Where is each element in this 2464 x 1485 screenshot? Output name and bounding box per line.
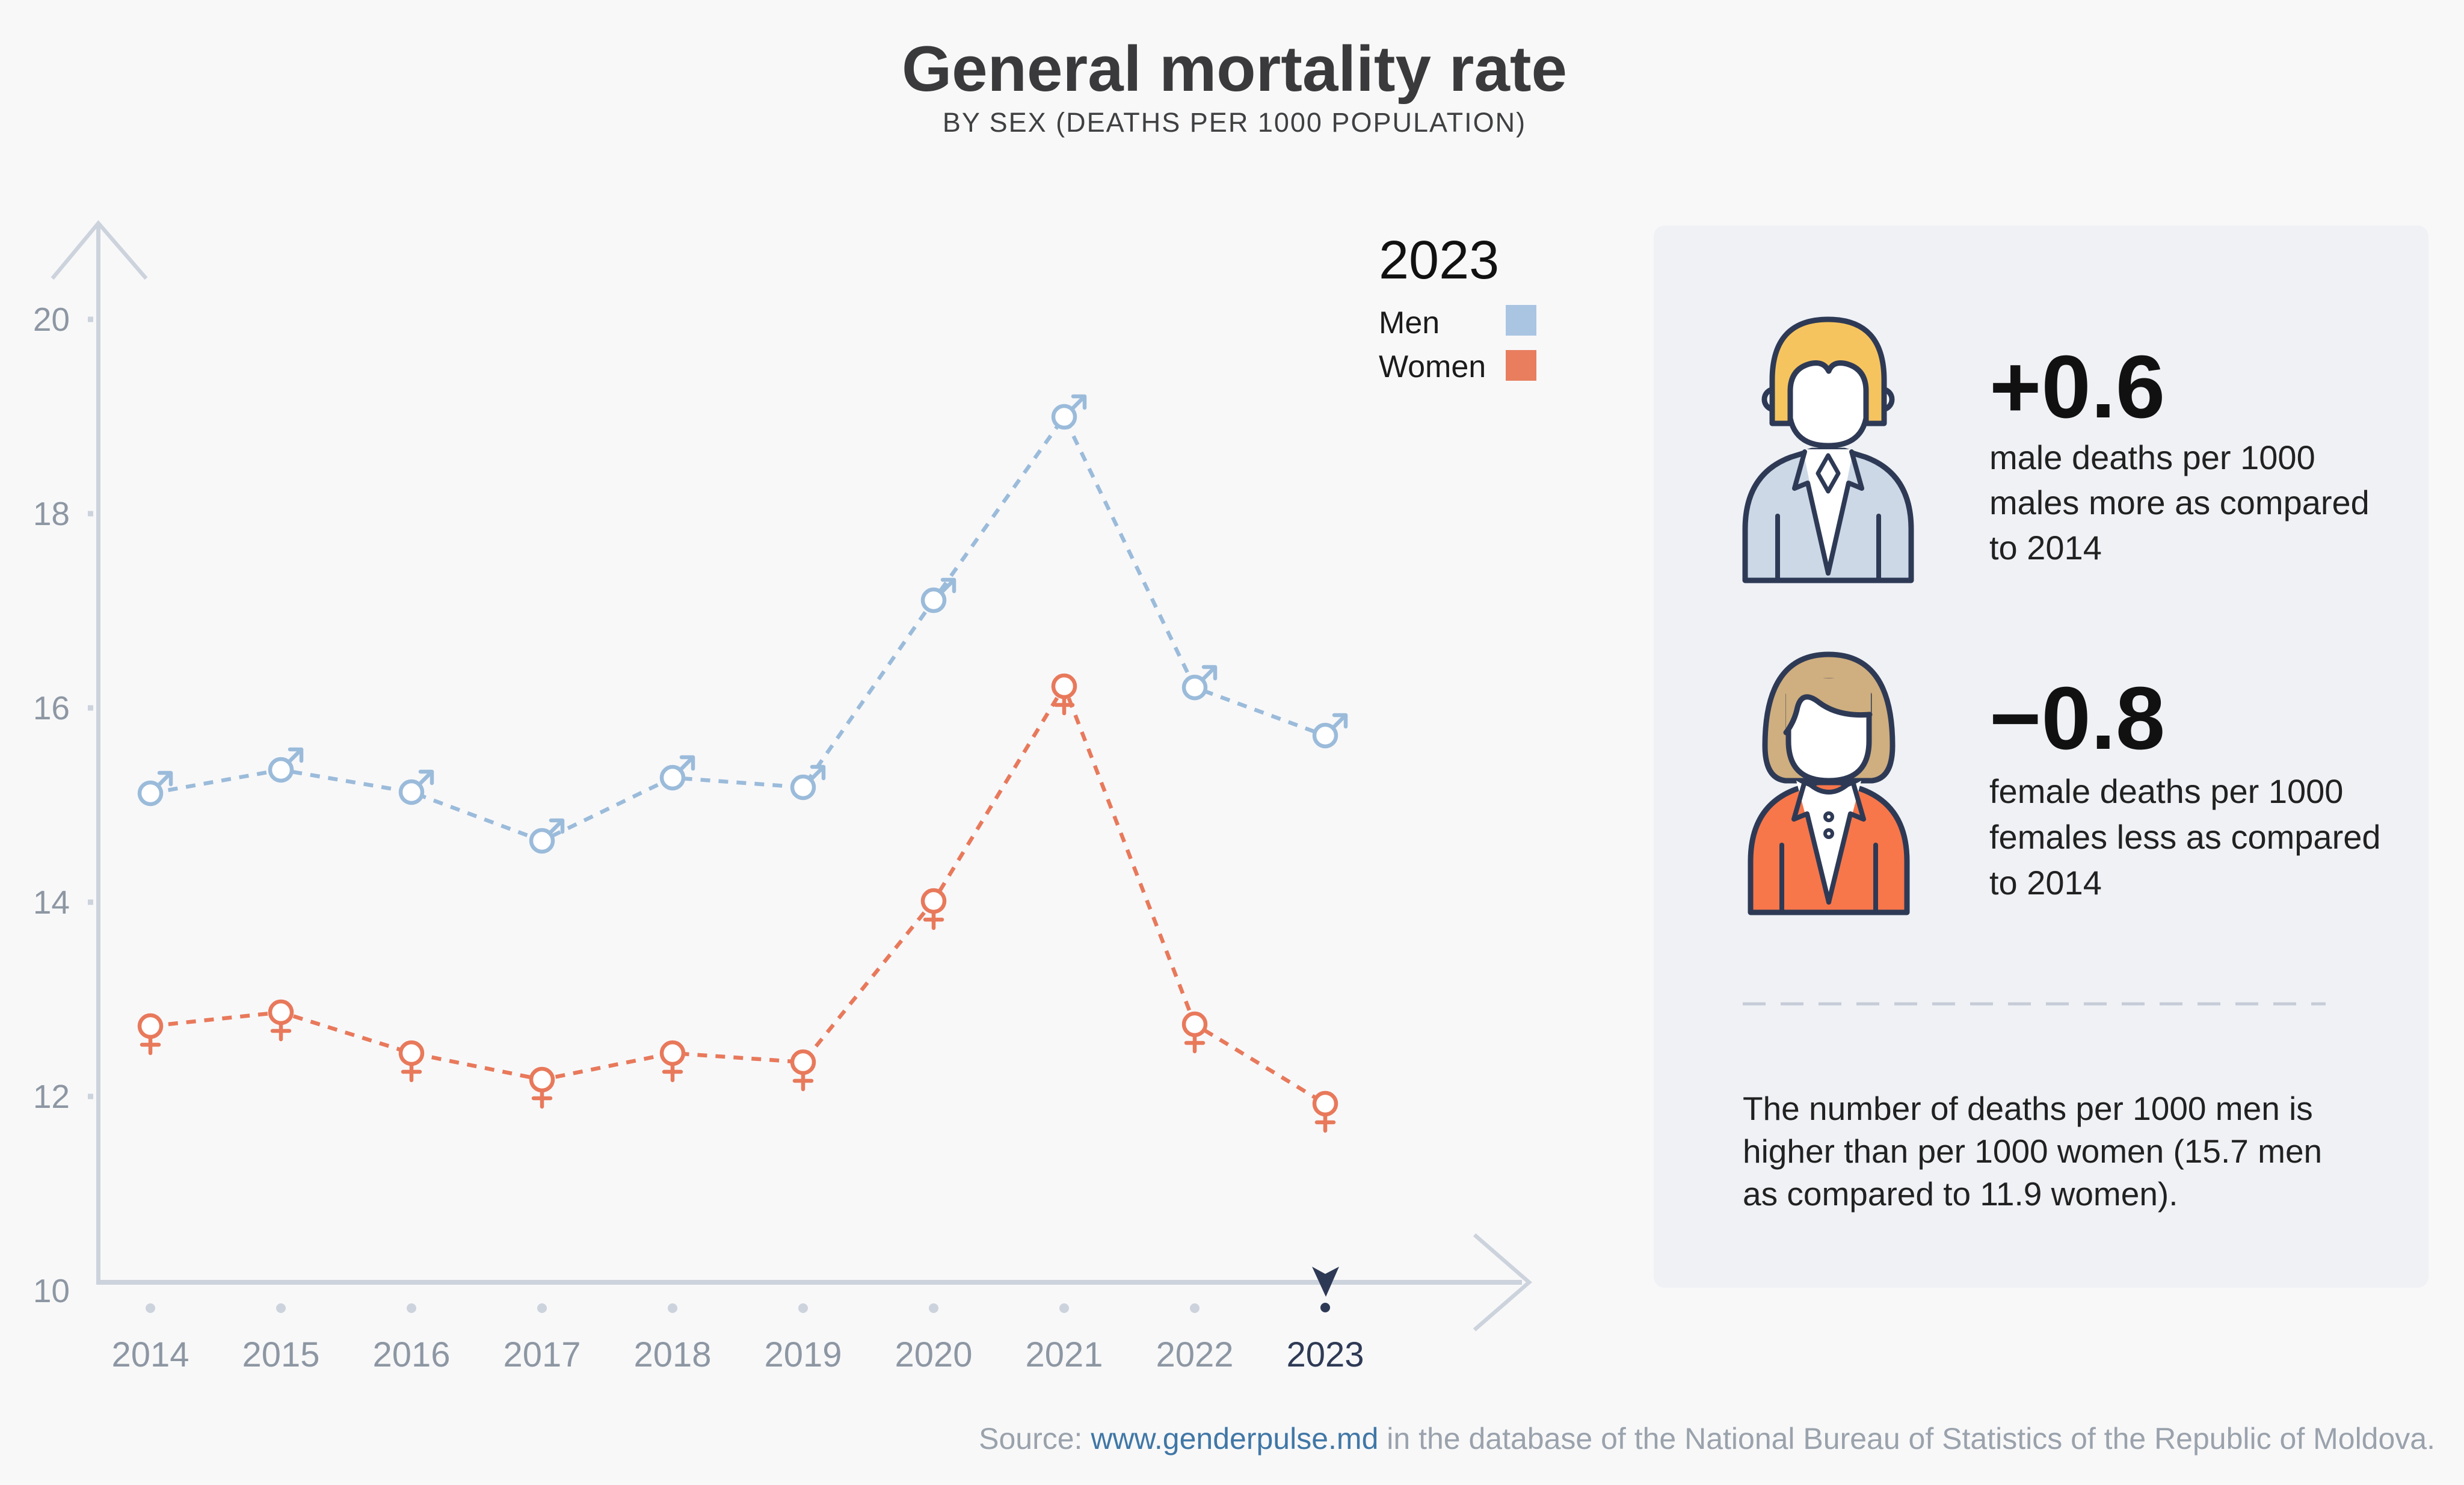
svg-text:2017: 2017 <box>503 1335 581 1374</box>
svg-text:−0.8: −0.8 <box>1989 669 2165 768</box>
svg-text:Women: Women <box>1379 349 1486 384</box>
svg-text:females less as compared: females less as compared <box>1989 818 2381 856</box>
svg-text:2014: 2014 <box>111 1335 189 1374</box>
svg-text:as compared to 11.9 women).: as compared to 11.9 women). <box>1743 1175 2178 1213</box>
svg-text:2019: 2019 <box>764 1335 842 1374</box>
svg-text:2020: 2020 <box>895 1335 972 1374</box>
svg-text:2021: 2021 <box>1025 1335 1103 1374</box>
svg-text:The number of deaths per 1000: The number of deaths per 1000 men is <box>1743 1090 2313 1127</box>
svg-text:Source: www.genderpulse.md in: Source: www.genderpulse.md in the databa… <box>979 1422 2435 1456</box>
svg-text:2018: 2018 <box>633 1335 711 1374</box>
svg-text:2023: 2023 <box>1286 1335 1364 1374</box>
svg-text:12: 12 <box>33 1078 70 1115</box>
svg-text:to 2014: to 2014 <box>1989 864 2102 902</box>
svg-text:14: 14 <box>33 884 70 921</box>
svg-text:female deaths per 1000: female deaths per 1000 <box>1989 772 2343 810</box>
svg-text:males more as compared: males more as compared <box>1989 484 2370 521</box>
svg-text:General mortality rate: General mortality rate <box>902 32 1567 105</box>
svg-text:higher than per 1000 women (15: higher than per 1000 women (15.7 men <box>1743 1133 2322 1170</box>
svg-text:10: 10 <box>33 1272 70 1309</box>
svg-text:BY SEX (DEATHS PER 1000 POPULA: BY SEX (DEATHS PER 1000 POPULATION) <box>943 107 1526 138</box>
svg-text:18: 18 <box>33 495 70 532</box>
svg-text:+0.6: +0.6 <box>1989 337 2165 437</box>
svg-text:male deaths per 1000: male deaths per 1000 <box>1989 438 2315 476</box>
svg-text:20: 20 <box>33 301 70 338</box>
svg-text:2016: 2016 <box>372 1335 450 1374</box>
svg-text:16: 16 <box>33 689 70 727</box>
svg-text:2023: 2023 <box>1379 230 1499 291</box>
svg-text:2015: 2015 <box>242 1335 319 1374</box>
svg-text:2022: 2022 <box>1156 1335 1233 1374</box>
svg-text:to 2014: to 2014 <box>1989 529 2102 567</box>
svg-text:Men: Men <box>1379 306 1440 340</box>
